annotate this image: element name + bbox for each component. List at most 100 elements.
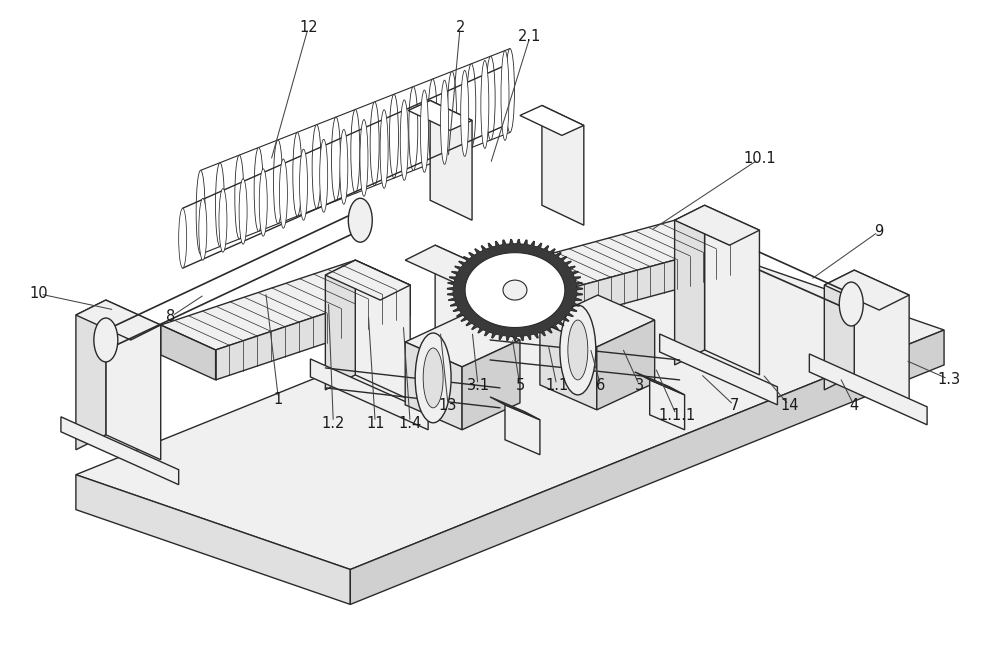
Polygon shape: [76, 300, 161, 340]
Polygon shape: [705, 205, 759, 375]
Ellipse shape: [351, 110, 360, 193]
Polygon shape: [597, 320, 655, 410]
Text: 13: 13: [439, 398, 457, 413]
Text: 1.1: 1.1: [545, 378, 569, 393]
Polygon shape: [447, 239, 583, 341]
Polygon shape: [325, 260, 355, 390]
Ellipse shape: [254, 147, 263, 232]
Polygon shape: [505, 405, 540, 455]
Ellipse shape: [348, 198, 372, 242]
Ellipse shape: [259, 169, 267, 236]
Polygon shape: [405, 315, 520, 367]
Ellipse shape: [320, 139, 328, 213]
Ellipse shape: [461, 71, 469, 156]
Ellipse shape: [839, 282, 863, 326]
Text: 1.1.1: 1.1.1: [658, 408, 695, 423]
Ellipse shape: [501, 51, 509, 141]
Polygon shape: [465, 253, 565, 327]
Ellipse shape: [235, 155, 244, 239]
Polygon shape: [542, 106, 584, 225]
Polygon shape: [660, 334, 777, 405]
Polygon shape: [216, 285, 410, 380]
Text: 3.1: 3.1: [466, 378, 490, 393]
Text: 5: 5: [515, 378, 525, 393]
Ellipse shape: [199, 199, 207, 260]
Ellipse shape: [219, 189, 227, 252]
Ellipse shape: [428, 79, 437, 163]
Ellipse shape: [293, 132, 302, 216]
Polygon shape: [520, 106, 584, 135]
Ellipse shape: [370, 102, 379, 185]
Polygon shape: [106, 300, 161, 460]
Polygon shape: [490, 220, 730, 295]
Text: 10.1: 10.1: [743, 151, 776, 166]
Polygon shape: [824, 270, 909, 310]
Ellipse shape: [273, 140, 282, 224]
Text: 1: 1: [274, 391, 283, 407]
Ellipse shape: [94, 318, 118, 362]
Text: 2: 2: [455, 20, 465, 34]
Ellipse shape: [560, 305, 596, 395]
Ellipse shape: [179, 209, 187, 268]
Polygon shape: [76, 475, 350, 605]
Text: 8: 8: [166, 310, 175, 324]
Polygon shape: [854, 270, 909, 400]
Ellipse shape: [441, 80, 449, 164]
Polygon shape: [824, 270, 854, 390]
Ellipse shape: [447, 71, 456, 155]
Text: 1.2: 1.2: [322, 416, 345, 431]
Polygon shape: [76, 235, 944, 570]
Polygon shape: [635, 372, 685, 395]
Polygon shape: [809, 354, 927, 425]
Polygon shape: [310, 359, 428, 430]
Ellipse shape: [300, 149, 308, 220]
Text: 7: 7: [730, 398, 739, 413]
Ellipse shape: [360, 119, 368, 196]
Ellipse shape: [389, 94, 398, 178]
Polygon shape: [61, 417, 179, 484]
Ellipse shape: [312, 125, 321, 209]
Ellipse shape: [239, 179, 247, 244]
Ellipse shape: [380, 110, 388, 188]
Ellipse shape: [481, 61, 489, 148]
Ellipse shape: [423, 348, 443, 408]
Text: 12: 12: [299, 20, 318, 34]
Ellipse shape: [420, 90, 428, 172]
Polygon shape: [462, 340, 520, 430]
Polygon shape: [76, 300, 106, 449]
Text: 9: 9: [875, 224, 884, 239]
Ellipse shape: [215, 163, 224, 247]
Polygon shape: [161, 325, 216, 380]
Ellipse shape: [503, 280, 527, 300]
Polygon shape: [355, 260, 410, 400]
Text: 11: 11: [366, 416, 385, 431]
Text: 14: 14: [780, 398, 799, 413]
Polygon shape: [408, 100, 472, 131]
Ellipse shape: [400, 100, 408, 180]
Polygon shape: [435, 245, 490, 385]
Polygon shape: [675, 205, 705, 365]
Ellipse shape: [415, 333, 451, 423]
Polygon shape: [675, 205, 759, 245]
Text: 1.4: 1.4: [399, 416, 422, 431]
Polygon shape: [405, 245, 490, 285]
Polygon shape: [545, 245, 730, 325]
Ellipse shape: [505, 49, 514, 133]
Polygon shape: [540, 322, 597, 410]
Ellipse shape: [467, 64, 476, 148]
Text: 1.3: 1.3: [937, 372, 961, 387]
Polygon shape: [161, 260, 410, 350]
Text: 10: 10: [30, 286, 48, 301]
Text: 3: 3: [635, 378, 644, 393]
Ellipse shape: [340, 129, 348, 204]
Text: 2.1: 2.1: [518, 30, 542, 44]
Polygon shape: [430, 100, 472, 220]
Ellipse shape: [279, 159, 287, 228]
Polygon shape: [350, 330, 944, 605]
Ellipse shape: [568, 320, 588, 380]
Ellipse shape: [196, 170, 205, 254]
Polygon shape: [490, 397, 540, 420]
Polygon shape: [540, 295, 655, 347]
Ellipse shape: [331, 117, 340, 201]
Polygon shape: [325, 260, 410, 300]
